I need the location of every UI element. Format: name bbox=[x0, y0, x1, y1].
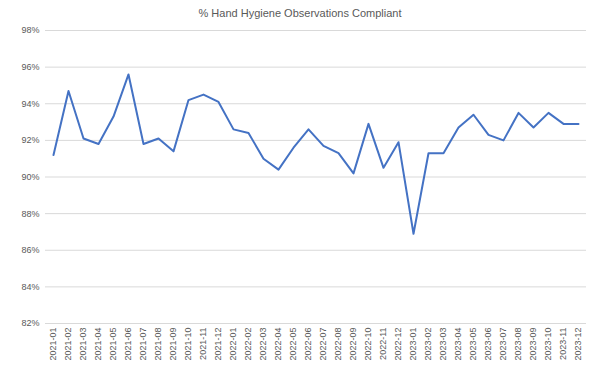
svg-text:2023-02: 2023-02 bbox=[423, 328, 433, 361]
svg-text:2021-03: 2021-03 bbox=[78, 328, 88, 361]
svg-text:96%: 96% bbox=[21, 62, 39, 72]
svg-text:82%: 82% bbox=[21, 318, 39, 328]
svg-text:2023-07: 2023-07 bbox=[498, 328, 508, 361]
svg-text:2021-06: 2021-06 bbox=[123, 328, 133, 361]
svg-text:2021-12: 2021-12 bbox=[213, 328, 223, 361]
svg-text:86%: 86% bbox=[21, 245, 39, 255]
svg-text:84%: 84% bbox=[21, 282, 39, 292]
html-text:% Hand Hygiene Observations Co: % Hand Hygiene Observations Compliant bbox=[198, 7, 402, 19]
svg-text:88%: 88% bbox=[21, 209, 39, 219]
svg-text:2022-07: 2022-07 bbox=[318, 328, 328, 361]
svg-text:2021-04: 2021-04 bbox=[93, 328, 103, 361]
svg-text:2021-02: 2021-02 bbox=[63, 328, 73, 361]
svg-text:2021-11: 2021-11 bbox=[198, 328, 208, 360]
svg-text:2022-05: 2022-05 bbox=[288, 328, 298, 361]
svg-text:2022-06: 2022-06 bbox=[303, 328, 313, 361]
svg-text:2023-10: 2023-10 bbox=[543, 328, 553, 361]
svg-text:2022-02: 2022-02 bbox=[243, 328, 253, 361]
svg-text:2023-09: 2023-09 bbox=[528, 328, 538, 361]
svg-text:2023-06: 2023-06 bbox=[483, 328, 493, 361]
svg-text:2022-09: 2022-09 bbox=[348, 328, 358, 361]
svg-text:2022-10: 2022-10 bbox=[363, 328, 373, 361]
svg-text:2022-03: 2022-03 bbox=[258, 328, 268, 361]
svg-text:94%: 94% bbox=[21, 99, 39, 109]
svg-text:2022-04: 2022-04 bbox=[273, 328, 283, 361]
svg-text:2021-09: 2021-09 bbox=[168, 328, 178, 361]
svg-text:90%: 90% bbox=[21, 172, 39, 182]
svg-text:2023-03: 2023-03 bbox=[438, 328, 448, 361]
svg-text:2023-04: 2023-04 bbox=[453, 328, 463, 361]
svg-text:2023-05: 2023-05 bbox=[468, 328, 478, 361]
svg-text:2021-05: 2021-05 bbox=[108, 328, 118, 361]
svg-text:2022-01: 2022-01 bbox=[228, 328, 238, 361]
svg-text:2021-10: 2021-10 bbox=[183, 328, 193, 361]
svg-text:2023-01: 2023-01 bbox=[408, 328, 418, 361]
svg-text:2022-08: 2022-08 bbox=[333, 328, 343, 361]
svg-text:92%: 92% bbox=[21, 135, 39, 145]
svg-text:2021-01: 2021-01 bbox=[48, 328, 58, 361]
svg-text:2022-12: 2022-12 bbox=[393, 328, 403, 361]
svg-text:98%: 98% bbox=[21, 25, 39, 35]
svg-text:2023-08: 2023-08 bbox=[513, 328, 523, 361]
svg-text:2021-07: 2021-07 bbox=[138, 328, 148, 361]
svg-text:2023-11: 2023-11 bbox=[558, 328, 568, 360]
svg-text:2022-11: 2022-11 bbox=[378, 328, 388, 360]
svg-text:2023-12: 2023-12 bbox=[573, 328, 583, 361]
svg-text:2021-08: 2021-08 bbox=[153, 328, 163, 361]
